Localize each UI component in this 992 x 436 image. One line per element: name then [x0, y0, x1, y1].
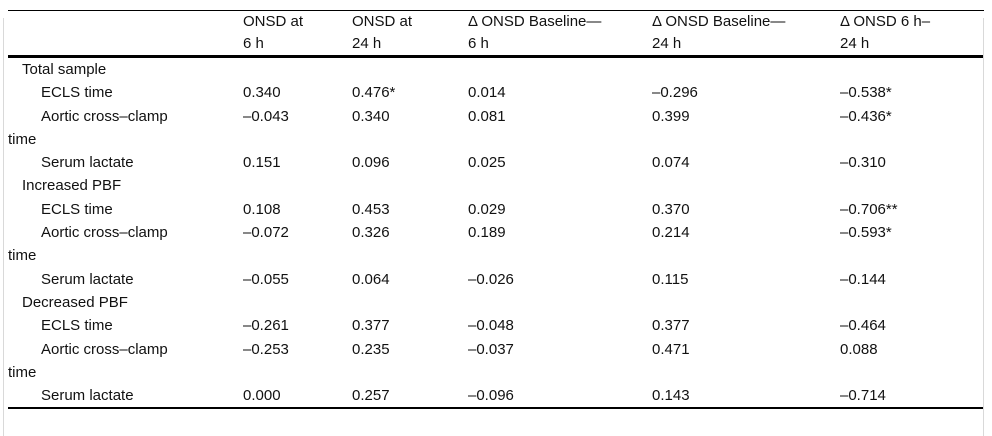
row-label: Aortic cross–clamp time: [8, 340, 168, 381]
row-label: Aortic cross–clamp time: [8, 107, 168, 148]
cell-value: –0.096: [468, 387, 514, 405]
table-row: Serum lactate 0.000 0.257 –0.096 0.143 –…: [8, 384, 984, 408]
cell-value: 0.000: [243, 387, 281, 405]
row-label: ECLS time: [41, 200, 113, 218]
cell-value: –0.706**: [840, 200, 898, 218]
cell-value: –0.296: [652, 84, 698, 102]
row-label: Serum lactate: [41, 387, 134, 405]
cell-value: –0.037: [468, 340, 514, 358]
table-row: Serum lactate 0.151 0.096 0.025 0.074 –0…: [8, 151, 984, 174]
row-label: Serum lactate: [41, 270, 134, 288]
table-row: Aortic cross–clamp time –0.072 0.326 0.1…: [8, 221, 984, 268]
cell-value: 0.115: [652, 270, 689, 288]
section-row-decreased-pbf: Decreased PBF: [8, 291, 984, 314]
cell-value: 0.257: [352, 387, 390, 405]
cell-value: –0.253: [243, 340, 289, 358]
column-header-onsd-24h: ONSD at 24 h: [352, 10, 468, 58]
cell-value: –0.310: [840, 154, 886, 172]
column-header-delta-6h-24h: Δ ONSD 6 h– 24 h: [840, 10, 984, 58]
header-empty: [8, 10, 243, 58]
cell-value: 0.476*: [352, 84, 396, 102]
section-row-increased-pbf: Increased PBF: [8, 174, 984, 197]
page-edge-left: [3, 18, 4, 436]
row-label: ECLS time: [41, 84, 113, 102]
cell-value: 0.399: [652, 107, 690, 125]
page-edge-right: [983, 18, 984, 436]
cell-value: 0.370: [652, 200, 690, 218]
section-title: Decreased PBF: [22, 293, 128, 311]
cell-value: 0.326: [352, 224, 390, 242]
cell-value: –0.436*: [840, 107, 892, 125]
cell-value: 0.214: [652, 224, 690, 242]
cell-value: 0.453: [352, 200, 390, 218]
row-label: Aortic cross–clamp time: [8, 224, 168, 265]
cell-value: –0.043: [243, 107, 289, 125]
table-row: ECLS time 0.340 0.476* 0.014 –0.296 –0.5…: [8, 81, 984, 104]
cell-value: –0.144: [840, 270, 886, 288]
cell-value: 0.064: [352, 270, 390, 288]
table-row: Aortic cross–clamp time –0.043 0.340 0.0…: [8, 105, 984, 152]
table-row: Aortic cross–clamp time –0.253 0.235 –0.…: [8, 338, 984, 385]
cell-value: 0.025: [468, 154, 506, 172]
cell-value: 0.014: [468, 84, 506, 102]
cell-value: 0.377: [652, 317, 690, 335]
cell-value: –0.026: [468, 270, 514, 288]
cell-value: 0.143: [652, 387, 690, 405]
cell-value: –0.714: [840, 387, 886, 405]
cell-value: 0.096: [352, 154, 390, 172]
column-header-delta-baseline-24h: Δ ONSD Baseline— 24 h: [652, 10, 840, 58]
table-row: ECLS time –0.261 0.377 –0.048 0.377 –0.4…: [8, 314, 984, 337]
cell-value: –0.593*: [840, 224, 892, 242]
cell-value: 0.377: [352, 317, 390, 335]
cell-value: –0.261: [243, 317, 289, 335]
section-title: Total sample: [22, 61, 107, 78]
section-title: Increased PBF: [22, 177, 122, 195]
section-row-total-sample: Total sample: [8, 57, 984, 82]
cell-value: –0.464: [840, 317, 886, 335]
column-header-delta-baseline-6h: Δ ONSD Baseline— 6 h: [468, 10, 652, 58]
cell-value: –0.072: [243, 224, 289, 242]
cell-value: 0.088: [840, 340, 878, 358]
cell-value: 0.189: [468, 224, 506, 242]
cell-value: 0.340: [352, 107, 390, 125]
row-label: ECLS time: [41, 317, 113, 335]
cell-value: 0.029: [468, 200, 506, 218]
cell-value: 0.108: [243, 200, 281, 218]
row-label: Serum lactate: [41, 154, 134, 172]
cell-value: 0.074: [652, 154, 690, 172]
correlation-table: ONSD at 6 h ONSD at 24 h Δ ONSD Baseline…: [8, 10, 984, 410]
cell-value: 0.081: [468, 107, 506, 125]
cell-value: –0.538*: [840, 84, 892, 102]
column-header-onsd-6h: ONSD at 6 h: [243, 10, 352, 58]
cell-value: 0.151: [243, 154, 281, 172]
cell-value: 0.235: [352, 340, 390, 358]
header-row: ONSD at 6 h ONSD at 24 h Δ ONSD Baseline…: [8, 10, 984, 58]
cell-value: –0.055: [243, 270, 289, 288]
table-row: ECLS time 0.108 0.453 0.029 0.370 –0.706…: [8, 198, 984, 221]
cell-value: 0.340: [243, 84, 281, 102]
table-row: Serum lactate –0.055 0.064 –0.026 0.115 …: [8, 268, 984, 291]
cell-value: 0.471: [652, 340, 690, 358]
cell-value: –0.048: [468, 317, 514, 335]
